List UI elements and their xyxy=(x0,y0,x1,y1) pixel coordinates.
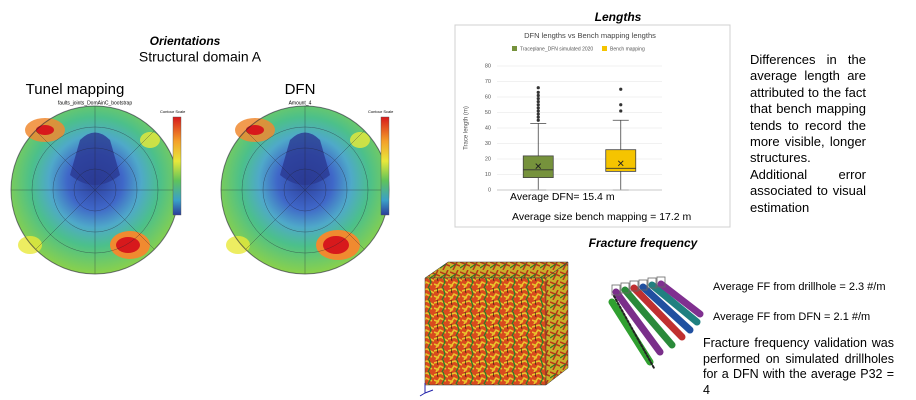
explanation: Differences in the average length are at… xyxy=(750,52,866,216)
drillholes xyxy=(612,277,700,368)
outlier xyxy=(619,88,622,91)
outlier xyxy=(537,116,540,119)
y-tick-label: 50 xyxy=(485,110,491,116)
slide: Orientations Structural domain A Tunel m… xyxy=(0,0,916,400)
panel-label: Tunel mapping xyxy=(26,81,125,98)
outlier xyxy=(537,91,540,94)
legend-label: Bench mapping xyxy=(610,46,645,52)
panel-caption: faults_joints_DomAinC_bootstrap xyxy=(58,100,132,106)
y-tick-label: 70 xyxy=(485,79,491,85)
outlier xyxy=(537,106,540,109)
outlier xyxy=(619,103,622,106)
outlier xyxy=(537,97,540,100)
legend-swatch xyxy=(512,46,517,51)
outlier xyxy=(537,112,540,115)
y-tick-label: 10 xyxy=(485,172,491,178)
legend-label: Traceplane_DFN simulated 2020 xyxy=(520,46,593,52)
outlier xyxy=(537,94,540,97)
note: Average DFN= 15.4 m xyxy=(510,191,615,203)
result: Average FF from DFN = 2.1 #/m xyxy=(713,311,870,323)
y-tick-label: 20 xyxy=(485,156,491,162)
y-tick-label: 0 xyxy=(488,187,491,193)
y-axis-label: Trace length (m) xyxy=(464,106,470,150)
outlier xyxy=(537,100,540,103)
heading: Fracture frequency xyxy=(589,236,699,250)
outlier xyxy=(537,86,540,89)
stereonet: DFN Amount_4 Contour Scale xyxy=(221,81,394,274)
heading: Lengths xyxy=(595,10,642,24)
chart-title: DFN lengths vs Bench mapping lengths xyxy=(524,31,656,40)
y-tick-label: 30 xyxy=(485,141,491,147)
stereonet: Tunel mapping faults_joints_DomAinC_boot… xyxy=(11,81,186,274)
outlier xyxy=(537,109,540,112)
y-tick-label: 40 xyxy=(485,125,491,131)
panel-caption: Amount_4 xyxy=(289,100,312,106)
y-tick-label: 80 xyxy=(485,63,491,69)
scale-label: Contour Scale xyxy=(368,109,394,114)
scale-label: Contour Scale xyxy=(160,109,186,114)
outlier xyxy=(537,103,540,106)
result: Average FF from drillhole = 2.3 #/m xyxy=(713,281,886,293)
panel-label: DFN xyxy=(285,81,316,98)
y-tick-label: 60 xyxy=(485,94,491,100)
outlier xyxy=(619,109,622,112)
explanation: Fracture frequency validation was perfor… xyxy=(703,336,894,398)
outlier xyxy=(537,119,540,122)
heading: Orientations xyxy=(150,34,221,48)
subtitle: Structural domain A xyxy=(139,49,262,65)
note: Average size bench mapping = 17.2 m xyxy=(512,211,692,223)
legend-swatch xyxy=(602,46,607,51)
dfn-cube xyxy=(420,262,568,396)
